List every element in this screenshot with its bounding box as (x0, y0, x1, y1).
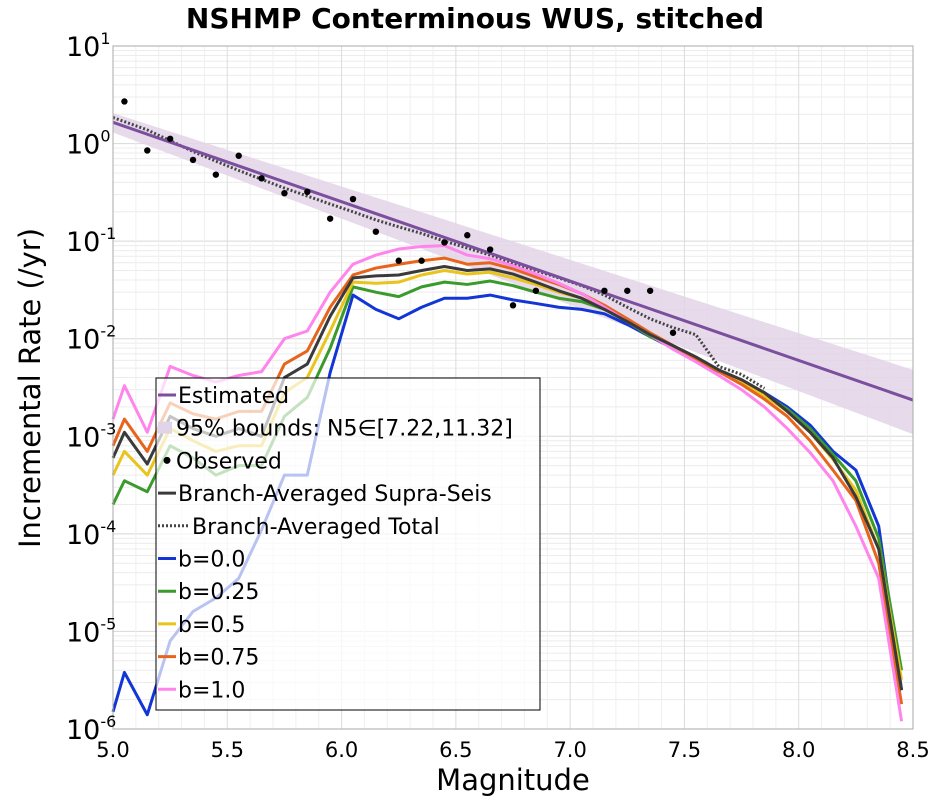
observed-point (281, 190, 288, 197)
observed-point (532, 287, 540, 294)
observed-point (441, 239, 448, 246)
y-tick-label: 100 (66, 127, 111, 161)
observed-points (121, 98, 677, 336)
observed-point (235, 152, 242, 159)
y-tick-exponent: -4 (100, 517, 116, 536)
plot-frame (112, 45, 914, 730)
y-tick-label: 101 (66, 29, 111, 63)
y-tick-exponent: -2 (100, 322, 116, 341)
observed-point (601, 287, 608, 294)
x-tick-label: 7.0 (553, 738, 586, 762)
observed-point (326, 215, 334, 222)
x-tick-label: 8.0 (782, 738, 815, 762)
estimated-line (112, 120, 914, 402)
observed-point (166, 135, 174, 142)
x-axis-title: Magnitude (436, 763, 590, 797)
y-tick-exponent: 0 (100, 127, 110, 146)
chart-title: NSHMP Conterminous WUS, stitched (186, 2, 764, 35)
observed-point (395, 257, 402, 264)
observed-point (144, 147, 151, 154)
legend-label: b=0.25 (178, 580, 259, 605)
observed-point (258, 175, 265, 182)
legend-label: b=0.75 (178, 646, 259, 671)
x-tick-label: 6.5 (439, 738, 472, 762)
y-tick-exponent: -6 (100, 712, 116, 731)
series-line-b=1.0 (111, 244, 904, 722)
y-tick-exponent: -5 (100, 614, 116, 633)
observed-point (464, 232, 471, 239)
observed-point (304, 188, 311, 196)
legend-swatch (158, 421, 172, 434)
legend-swatch (163, 456, 171, 464)
legend-label: Branch-Averaged Total (192, 515, 440, 540)
x-axis-ticks: 5.0 5.5 6.0 6.5 7.0 7.5 8.0 8.5 (96, 738, 929, 762)
y-tick-label: 10-5 (66, 614, 116, 648)
observed-point (349, 195, 357, 203)
legend-box (155, 377, 541, 711)
y-tick-label: 10-4 (66, 517, 116, 551)
y-tick-exponent: -3 (100, 419, 116, 438)
legend-label: b=0.0 (178, 548, 245, 573)
observed-point (121, 98, 128, 105)
observed-point (509, 302, 517, 309)
y-tick-label: 10-1 (66, 224, 116, 258)
legend: Estimated 95% bounds: N5∈[7.22,11.32] Obse… (155, 377, 541, 711)
x-tick-label: 8.5 (896, 738, 929, 762)
legend-label: Observed (176, 449, 282, 474)
legend-label: 95% bounds: N5∈[7.22,11.32] (176, 417, 513, 442)
y-tick-label: 10-3 (66, 419, 116, 453)
observed-point (669, 329, 677, 336)
observed-point (418, 257, 425, 264)
legend-label: b=0.5 (178, 613, 245, 638)
y-tick-exponent: 1 (100, 29, 110, 48)
observed-point (486, 246, 494, 253)
legend-label: Branch-Averaged Supra-Seis (178, 482, 492, 507)
y-axis-ticks: 1 0 -6 10-5 10-4 10-3 10-2 10-1 100 101 (66, 29, 116, 746)
branch-total-line (112, 116, 766, 390)
x-tick-label: 7.5 (668, 738, 701, 762)
observed-point (624, 287, 631, 294)
y-tick-exponent: -1 (100, 224, 116, 243)
x-tick-label: 5.0 (96, 738, 129, 762)
observed-point (372, 228, 380, 235)
x-tick-label: 5.5 (211, 738, 244, 762)
observed-point (646, 287, 654, 294)
observed-point (189, 156, 197, 164)
y-tick-label: 10-2 (66, 322, 116, 356)
y-axis-title: Incremental Rate (/yr) (13, 228, 47, 548)
legend-label: Estimated (178, 384, 289, 409)
x-tick-label: 6.0 (325, 738, 358, 762)
legend-label: b=1.0 (178, 678, 245, 703)
observed-point (212, 171, 220, 178)
